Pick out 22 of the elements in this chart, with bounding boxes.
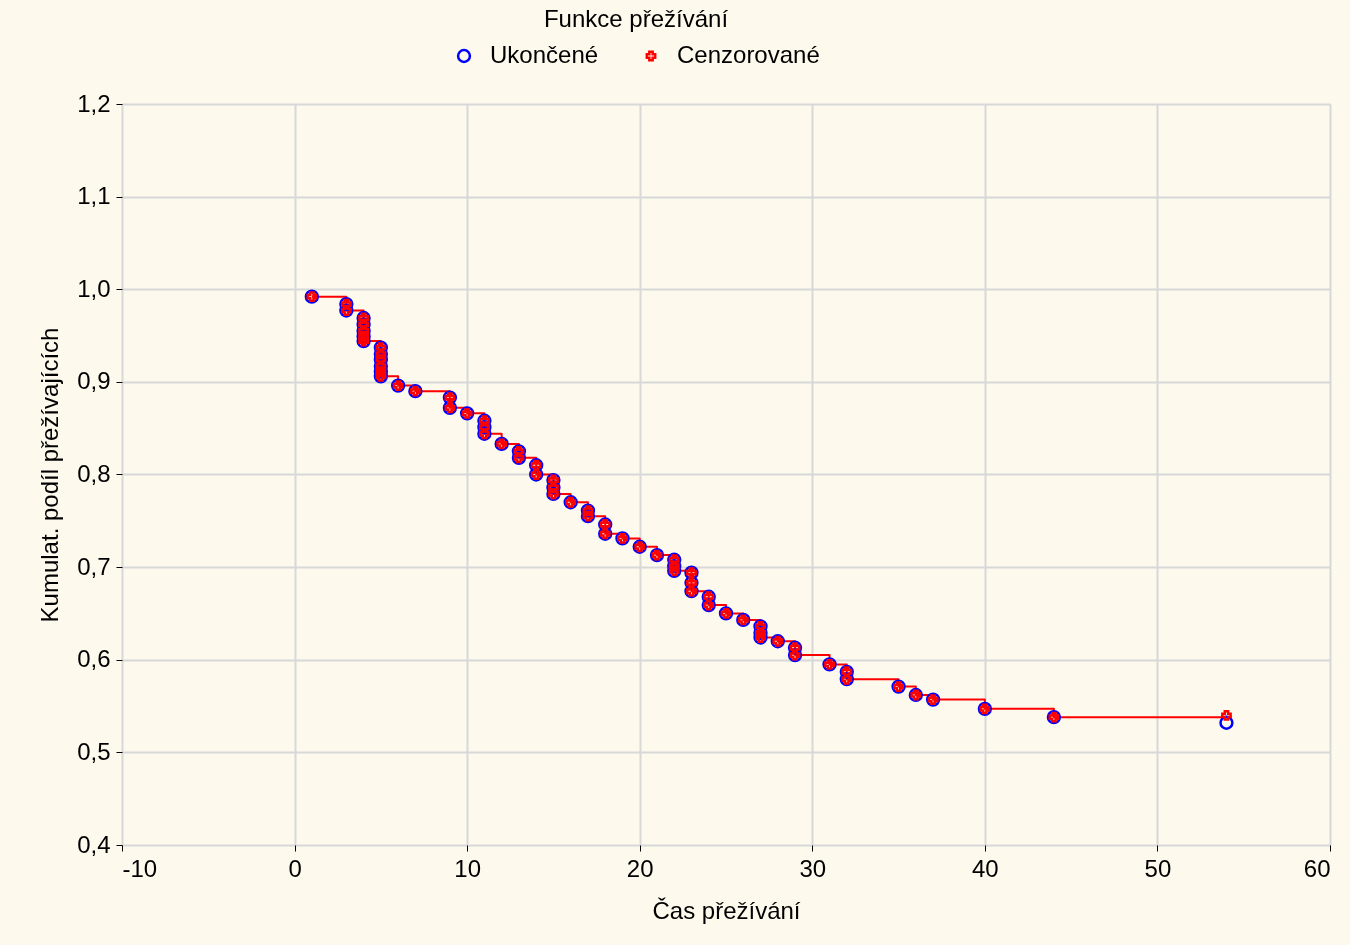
legend-label: Cenzorované [677, 41, 820, 68]
y-tick-label: 1,0 [77, 274, 111, 302]
y-axis-title: Kumulat. podíl přežívajících [36, 327, 64, 623]
x-axis-title: Čas přežívání [652, 896, 801, 924]
x-tick-label: -10 [122, 854, 158, 882]
legend-title: Funkce přežívání [543, 5, 729, 32]
x-tick-label: 10 [454, 854, 481, 882]
x-tick-label: 0 [288, 854, 302, 882]
y-tick-label: 1,1 [77, 182, 111, 210]
x-tick-label: 50 [1144, 854, 1172, 882]
legend-label: Ukončené [490, 41, 599, 68]
x-tick-label: 40 [972, 854, 999, 882]
y-tick-label: 1,2 [77, 89, 111, 117]
y-tick-label: 0,7 [77, 552, 111, 580]
x-tick-label: 20 [626, 854, 654, 882]
y-tick-label: 0,4 [77, 830, 111, 858]
y-tick-label: 0,9 [77, 367, 111, 395]
y-tick-label: 0,6 [77, 645, 111, 673]
y-tick-label: 0,8 [77, 460, 111, 487]
x-tick-label: 30 [799, 854, 827, 882]
y-tick-label: 0,5 [77, 737, 111, 765]
x-tick-label: 60 [1303, 854, 1331, 882]
